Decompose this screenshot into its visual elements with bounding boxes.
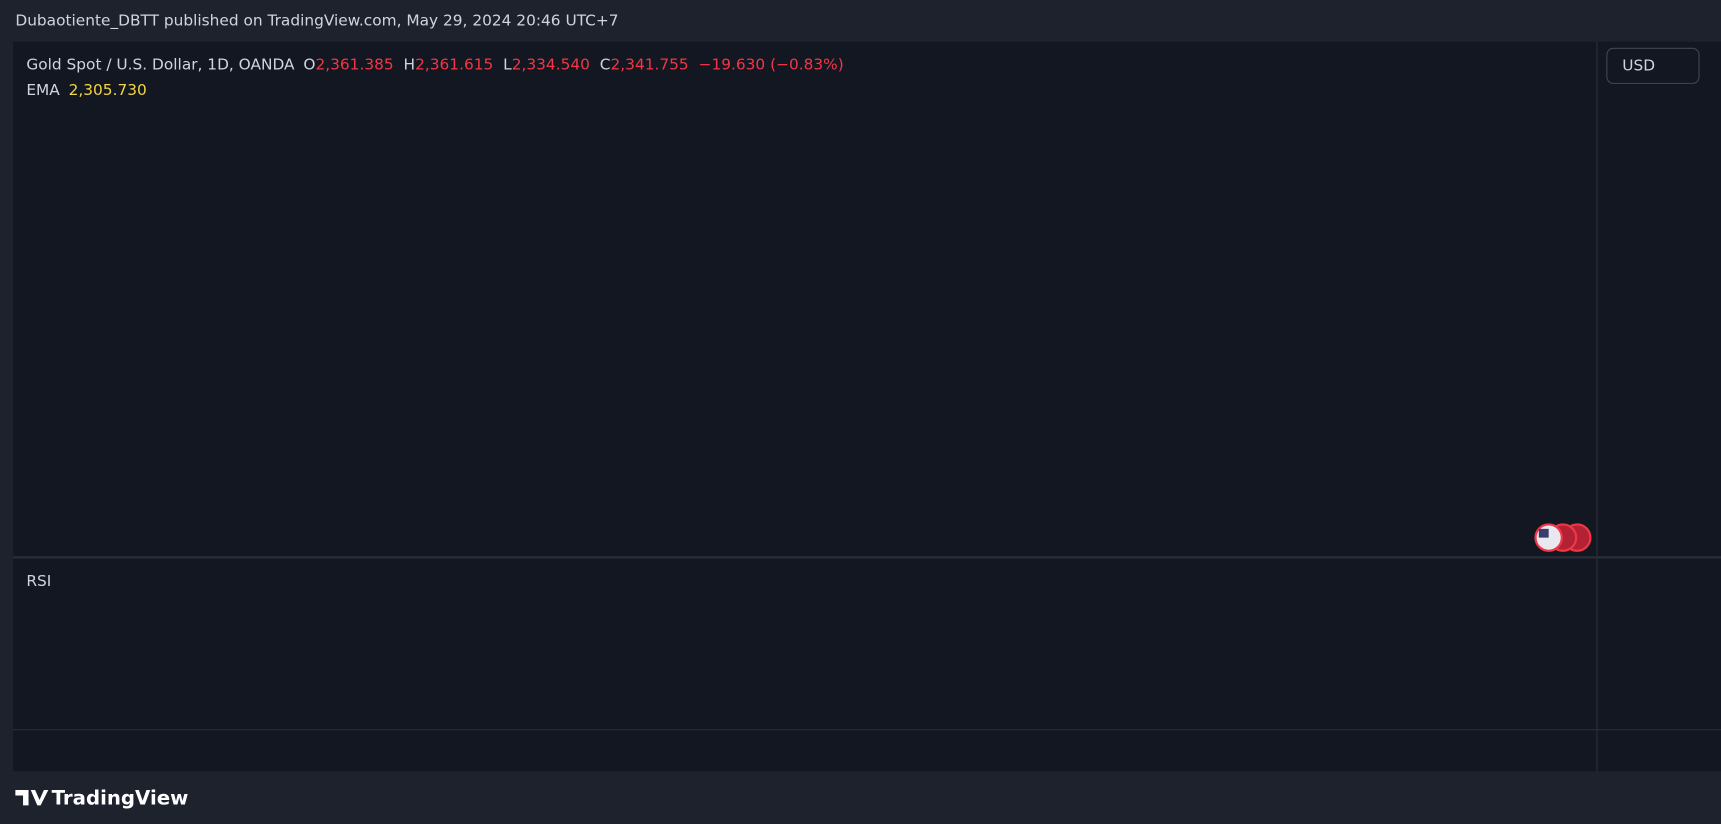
ema-legend: EMA 2,305.730 — [26, 80, 146, 98]
l-value: 2,334.540 — [512, 55, 590, 73]
ema-value: 2,305.730 — [69, 80, 147, 98]
rsi-legend: RSI — [26, 572, 51, 590]
c-value: 2,341.755 — [611, 55, 689, 73]
currency-button[interactable] — [1606, 47, 1700, 84]
chart-panel — [13, 41, 1721, 772]
change: −19.630 (−0.83%) — [699, 55, 844, 73]
symbol-title: Gold Spot / U.S. Dollar, 1D, OANDA — [26, 55, 295, 73]
footer-brand: TradingView — [52, 786, 189, 809]
event-flags — [1534, 523, 1592, 552]
ema-name: EMA — [26, 80, 60, 98]
h-value: 2,361.615 — [415, 55, 493, 73]
h-label: H — [404, 55, 416, 73]
currency[interactable]: USD — [1622, 56, 1655, 74]
legend: Gold Spot / U.S. Dollar, 1D, OANDA O2,361… — [26, 55, 843, 73]
footer-logo — [15, 789, 49, 806]
l-label: L — [503, 55, 512, 73]
c-label: C — [600, 55, 611, 73]
o-value: 2,361.385 — [315, 55, 393, 73]
publisher: Dubaotiente_DBTT published on TradingVie… — [15, 11, 618, 30]
o-label: O — [303, 55, 315, 73]
